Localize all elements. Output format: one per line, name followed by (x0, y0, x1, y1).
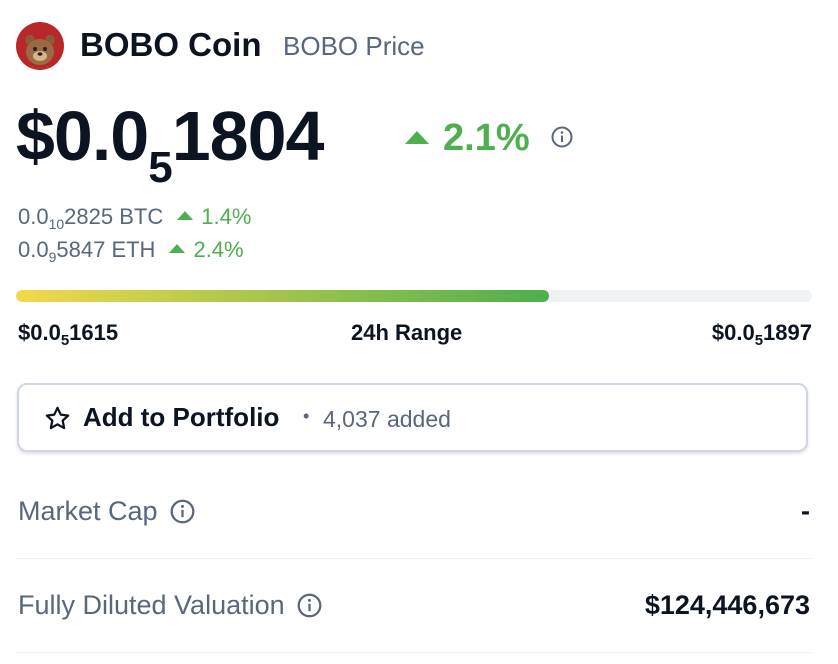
price-zeros: 5 (148, 143, 173, 192)
up-arrow (177, 211, 194, 220)
range-low-prefix: $0.0 (18, 320, 61, 345)
range-high: $0.051897 (712, 320, 812, 349)
range-fill (16, 290, 550, 302)
add-portfolio-button[interactable] (17, 383, 808, 452)
range-low-digits: 1615 (69, 320, 119, 345)
conv-digits: 2825 BTC (64, 204, 164, 229)
up-arrow (405, 131, 429, 144)
divider (16, 652, 812, 653)
range-high-digits: 1897 (763, 320, 812, 345)
conversion: 0.0102825 BTC 1.4% (18, 204, 251, 232)
stat-value: - (801, 496, 810, 526)
info-icon[interactable] (170, 499, 195, 524)
coin-name: BOBO Coin (80, 26, 262, 63)
price-prefix: $0.0 (16, 97, 149, 175)
conversion: 0.095847 ETH 2.4% (18, 237, 244, 265)
conv-digits: 5847 ETH (56, 237, 156, 262)
divider (16, 558, 812, 559)
info-icon[interactable] (297, 593, 322, 618)
added-count: 4,037 added (323, 406, 451, 432)
conv-prefix: 0.0 (18, 204, 49, 229)
range-high-prefix: $0.0 (711, 320, 755, 345)
button-label: Add to Portfolio (83, 402, 280, 432)
info-icon[interactable] (551, 126, 573, 148)
stat-value: $124,446,673 (644, 590, 810, 620)
range-bar (16, 290, 812, 302)
change-text: 2.1% (443, 117, 530, 159)
stat-label: Fully Diluted Valuation (18, 590, 285, 620)
range-low: $0.051615 (18, 320, 118, 349)
conv-change-text: 2.4% (193, 237, 244, 262)
stat-label: Market Cap (18, 496, 158, 526)
price-change: 2.1% (405, 117, 530, 160)
conv-prefix: 0.0 (18, 237, 49, 262)
conv-zeros: 10 (48, 216, 65, 232)
conv-change: 1.4% (177, 204, 251, 229)
price: $0.051804 (16, 96, 325, 193)
conv-change: 2.4% (169, 237, 244, 262)
coin-subtitle: BOBO Price (283, 31, 425, 61)
conv-change-text: 1.4% (201, 204, 252, 229)
range-high-zeros: 5 (754, 332, 764, 349)
up-arrow (169, 244, 186, 253)
star-icon (45, 406, 70, 430)
conv-zeros: 9 (48, 249, 57, 265)
separator: • (303, 406, 310, 426)
range-label: 24h Range (351, 320, 463, 345)
coin-logo (16, 22, 64, 70)
range-low-zeros: 5 (60, 332, 70, 349)
price-digits: 1804 (171, 97, 325, 175)
